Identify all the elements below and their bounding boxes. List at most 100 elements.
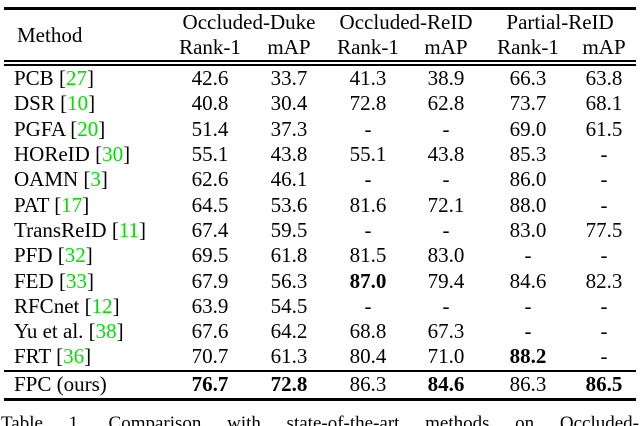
value-cell: 55.1 (191, 142, 229, 167)
method-cell: PGFA [20] (14, 116, 106, 141)
citation-link[interactable]: 17 (61, 192, 83, 217)
table-row: OAMN [3] 62.6 46.1 - - 86.0 - (4, 167, 636, 192)
sub-header-row: Rank-1 mAP Rank-1 mAP Rank-1 mAP (4, 35, 636, 63)
value-cell: 86.3 (349, 372, 387, 397)
method-cell: Yu et al. [38] (14, 319, 124, 344)
value-cell: 54.5 (270, 293, 308, 318)
value-cell: - (600, 319, 608, 344)
method-cell: RFCnet [12] (14, 293, 120, 318)
table-row: PAT [17] 64.5 53.6 81.6 72.1 88.0 - (4, 192, 636, 217)
value-cell: - (600, 167, 608, 192)
value-cell: 69.5 (191, 243, 229, 268)
value-cell: - (600, 344, 608, 369)
citation-link[interactable]: 11 (118, 217, 140, 242)
value-cell: 88.0 (509, 192, 547, 217)
value-cell: - (442, 167, 450, 192)
value-cell: 46.1 (270, 167, 308, 192)
value-cell: 53.6 (270, 192, 308, 217)
value-cell: 88.2 (509, 344, 547, 369)
method-cell: DSR [10] (14, 91, 96, 116)
value-cell: - (600, 293, 608, 318)
column-header-map-duke: mAP (267, 35, 311, 59)
value-cell: 62.8 (427, 91, 465, 116)
value-cell: 77.5 (585, 217, 623, 242)
value-cell: 61.8 (270, 243, 308, 268)
column-header-rank1-duke: Rank-1 (179, 35, 241, 59)
method-cell: FED [33] (14, 268, 94, 293)
value-cell: 64.2 (270, 319, 308, 344)
value-cell: 62.6 (191, 167, 229, 192)
value-cell: 76.7 (191, 372, 229, 397)
group-header-partial-reid: Partial-ReID (506, 10, 614, 34)
value-cell: - (524, 243, 532, 268)
value-cell: 85.3 (509, 142, 547, 167)
value-cell: 73.7 (509, 91, 547, 116)
value-cell: 43.8 (270, 142, 308, 167)
column-header-rank1-oreid: Rank-1 (337, 35, 399, 59)
column-header-map-oreid: mAP (424, 35, 468, 59)
value-cell: - (524, 319, 532, 344)
value-cell: 41.3 (349, 66, 387, 91)
citation-link[interactable]: 10 (67, 91, 89, 116)
value-cell: - (600, 142, 608, 167)
method-cell: TransReID [11] (14, 217, 147, 242)
value-cell: 81.5 (349, 243, 387, 268)
column-header-rank1-partial: Rank-1 (497, 35, 559, 59)
citation-link[interactable]: 3 (90, 167, 101, 192)
value-cell: 42.6 (191, 66, 229, 91)
value-cell: 87.0 (349, 268, 387, 293)
value-cell: 43.8 (427, 142, 465, 167)
value-cell: - (442, 293, 450, 318)
table-row-ours: FPC (ours) 76.7 72.8 86.3 84.6 86.3 86.5 (4, 371, 636, 400)
table-row: HOReID [30] 55.1 43.8 55.1 43.8 85.3 - (4, 142, 636, 167)
value-cell: - (524, 293, 532, 318)
method-cell: HOReID [30] (14, 142, 131, 167)
citation-link[interactable]: 30 (102, 142, 124, 167)
table-row: RFCnet [12] 63.9 54.5 - - - - (4, 294, 636, 319)
value-cell: 83.0 (509, 217, 547, 242)
value-cell: - (442, 116, 450, 141)
citation-link[interactable]: 33 (65, 268, 87, 293)
group-header-occluded-duke: Occluded-Duke (182, 10, 316, 34)
table-body: PCB [27] 42.6 33.7 41.3 38.9 66.3 63.8 DSR [10]… (4, 63, 636, 371)
method-cell: FPC (ours) (14, 372, 107, 397)
value-cell: 61.5 (585, 116, 623, 141)
group-header-row: Method Occluded-Duke Occluded-ReID Parti… (4, 9, 636, 47)
value-cell: - (364, 293, 372, 318)
table-row: FED [33] 67.9 56.3 87.0 79.4 84.6 82.3 (4, 268, 636, 293)
value-cell: 72.1 (427, 192, 465, 217)
value-cell: 38.9 (427, 66, 465, 91)
value-cell: 67.6 (191, 319, 229, 344)
citation-link[interactable]: 12 (91, 293, 113, 318)
method-cell: PFD [32] (14, 243, 93, 268)
value-cell: 86.3 (509, 372, 547, 397)
value-cell: 70.7 (191, 344, 229, 369)
value-cell: 83.0 (427, 243, 465, 268)
value-cell: 69.0 (509, 116, 547, 141)
citation-link[interactable]: 36 (63, 344, 85, 369)
citation-link[interactable]: 32 (64, 243, 86, 268)
value-cell: 40.8 (191, 91, 229, 116)
method-cell: PCB [27] (14, 66, 94, 91)
value-cell: - (364, 167, 372, 192)
value-cell: - (364, 116, 372, 141)
value-cell: 64.5 (191, 192, 229, 217)
value-cell: 72.8 (270, 372, 308, 397)
method-cell: PAT [17] (14, 192, 90, 217)
table-row: DSR [10] 40.8 30.4 72.8 62.8 73.7 68.1 (4, 91, 636, 116)
citation-link[interactable]: 20 (77, 116, 99, 141)
value-cell: 67.3 (427, 319, 465, 344)
value-cell: 84.6 (509, 268, 547, 293)
column-header-method: Method (17, 22, 83, 47)
value-cell: - (442, 217, 450, 242)
table-footer-ours: FPC (ours) 76.7 72.8 86.3 84.6 86.3 86.5 (4, 370, 637, 400)
citation-link[interactable]: 38 (95, 319, 117, 344)
value-cell: 51.4 (191, 116, 229, 141)
value-cell: 55.1 (349, 142, 387, 167)
value-cell: 81.6 (349, 192, 387, 217)
value-cell: 71.0 (427, 344, 465, 369)
citation-link[interactable]: 27 (65, 66, 87, 91)
column-header-map-partial: mAP (582, 35, 626, 59)
table-row: PFD [32] 69.5 61.8 81.5 83.0 - - (4, 243, 636, 268)
method-cell: OAMN [3] (14, 167, 108, 192)
